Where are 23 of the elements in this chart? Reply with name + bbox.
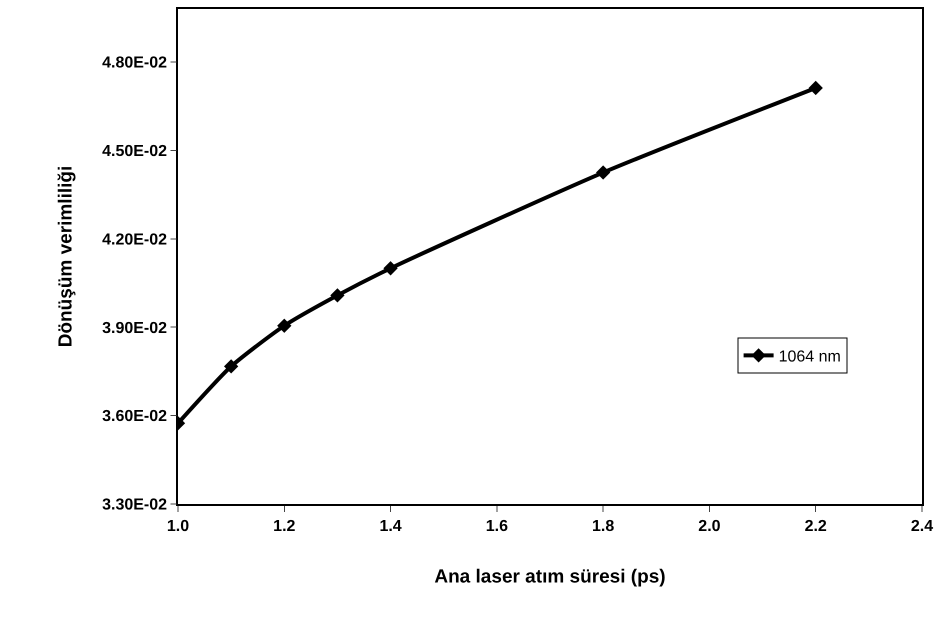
y-tick-label: 4.80E-02 — [102, 54, 168, 72]
legend-label: 1064 nm — [778, 348, 841, 366]
y-tick-label: 3.30E-02 — [102, 496, 168, 514]
point — [383, 261, 398, 276]
point — [224, 359, 238, 374]
y-tick-label: 4.50E-02 — [102, 143, 168, 160]
y-tick-label: 3.60E-02 — [102, 408, 168, 426]
point — [277, 318, 292, 333]
x-tick-label: 1.2 — [273, 518, 296, 535]
point — [596, 165, 610, 180]
y-tick-label: 3.90E-02 — [102, 320, 168, 337]
y-axis-title: Dönüşüm verimliliği — [55, 166, 76, 348]
x-tick-label: 2.4 — [910, 518, 934, 535]
x-axis-title: Ana laser atım süresi (ps) — [434, 566, 666, 588]
point — [808, 80, 823, 96]
x-tick-label: 1.8 — [592, 518, 614, 535]
x-tick-label: 1.6 — [486, 518, 508, 535]
x-tick-label: 2.0 — [698, 518, 721, 535]
x-tick-label: 1.0 — [166, 518, 190, 535]
point — [330, 288, 345, 303]
y-tick-label: 4.20E-02 — [102, 231, 168, 248]
x-tick-label: 2.2 — [804, 518, 827, 535]
x-tick-label: 1.4 — [379, 518, 402, 535]
